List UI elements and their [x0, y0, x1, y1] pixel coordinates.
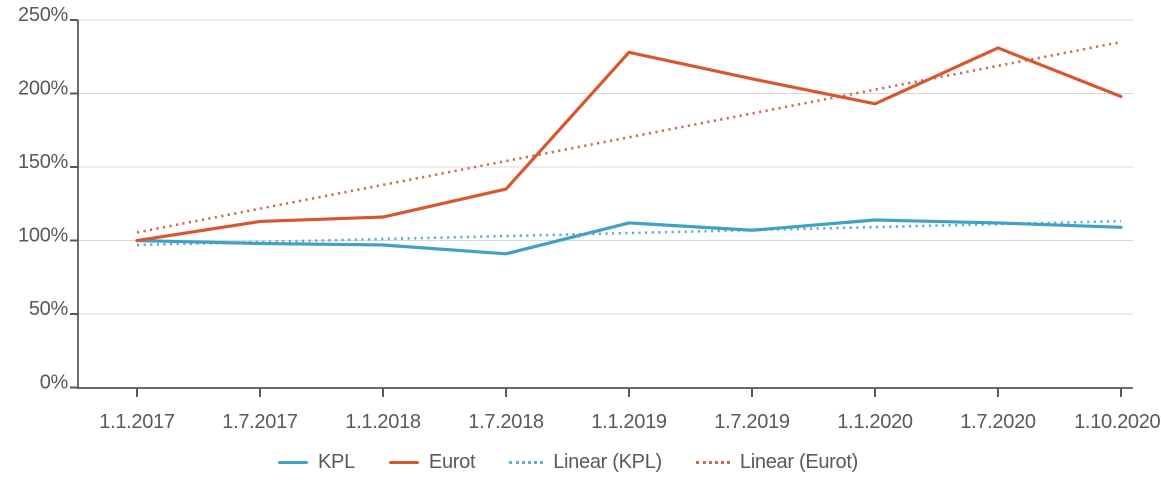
y-axis-label: 0% — [40, 372, 69, 394]
legend-item-kpl: KPL — [278, 451, 355, 474]
x-axis-label: 1.1.2019 — [591, 411, 667, 433]
legend-item-linear-kpl: Linear (KPL) — [509, 451, 662, 474]
x-axis-label: 1.10.2020* — [1074, 411, 1161, 433]
y-axis-label: 200% — [18, 78, 68, 100]
series-line-kpl — [135, 218, 1123, 256]
x-axis-label: 1.1.2020 — [837, 411, 913, 433]
x-axis-label: 1.1.2017 — [99, 411, 175, 433]
trendline-eurot — [136, 40, 1122, 234]
y-axis-label: 50% — [29, 298, 69, 320]
y-axis-label: 150% — [18, 151, 68, 173]
x-axis-label: 1.7.2018 — [468, 411, 544, 433]
trendline-kpl — [136, 219, 1122, 247]
legend-label-linear-kpl: Linear (KPL) — [553, 450, 662, 473]
x-axis-label: 1.1.2018 — [345, 411, 421, 433]
legend-solid-line-icon — [278, 460, 308, 464]
series-line-eurot — [135, 46, 1123, 243]
legend-label-kpl: KPL — [318, 450, 355, 473]
legend-label-eurot: Eurot — [428, 450, 476, 473]
legend-item-eurot: Eurot — [388, 450, 476, 474]
legend-item-linear-eurot: Linear (Eurot) — [695, 450, 858, 474]
legend-solid-line-icon — [388, 460, 419, 464]
x-axis-label: 1.7.2017 — [222, 411, 298, 433]
legend-dotted-line-icon — [695, 460, 730, 464]
chart-legend: KPL Eurot Linear (KPL) Linear (Eurot) — [278, 448, 858, 476]
y-axis-label: 250% — [18, 4, 68, 26]
y-axis-label: 100% — [18, 225, 68, 247]
legend-dotted-line-icon — [509, 460, 544, 464]
legend-label-linear-eurot: Linear (Eurot) — [739, 450, 858, 473]
x-axis-label: 1.7.2020 — [960, 411, 1036, 433]
x-axis-label: 1.7.2019 — [714, 411, 790, 433]
